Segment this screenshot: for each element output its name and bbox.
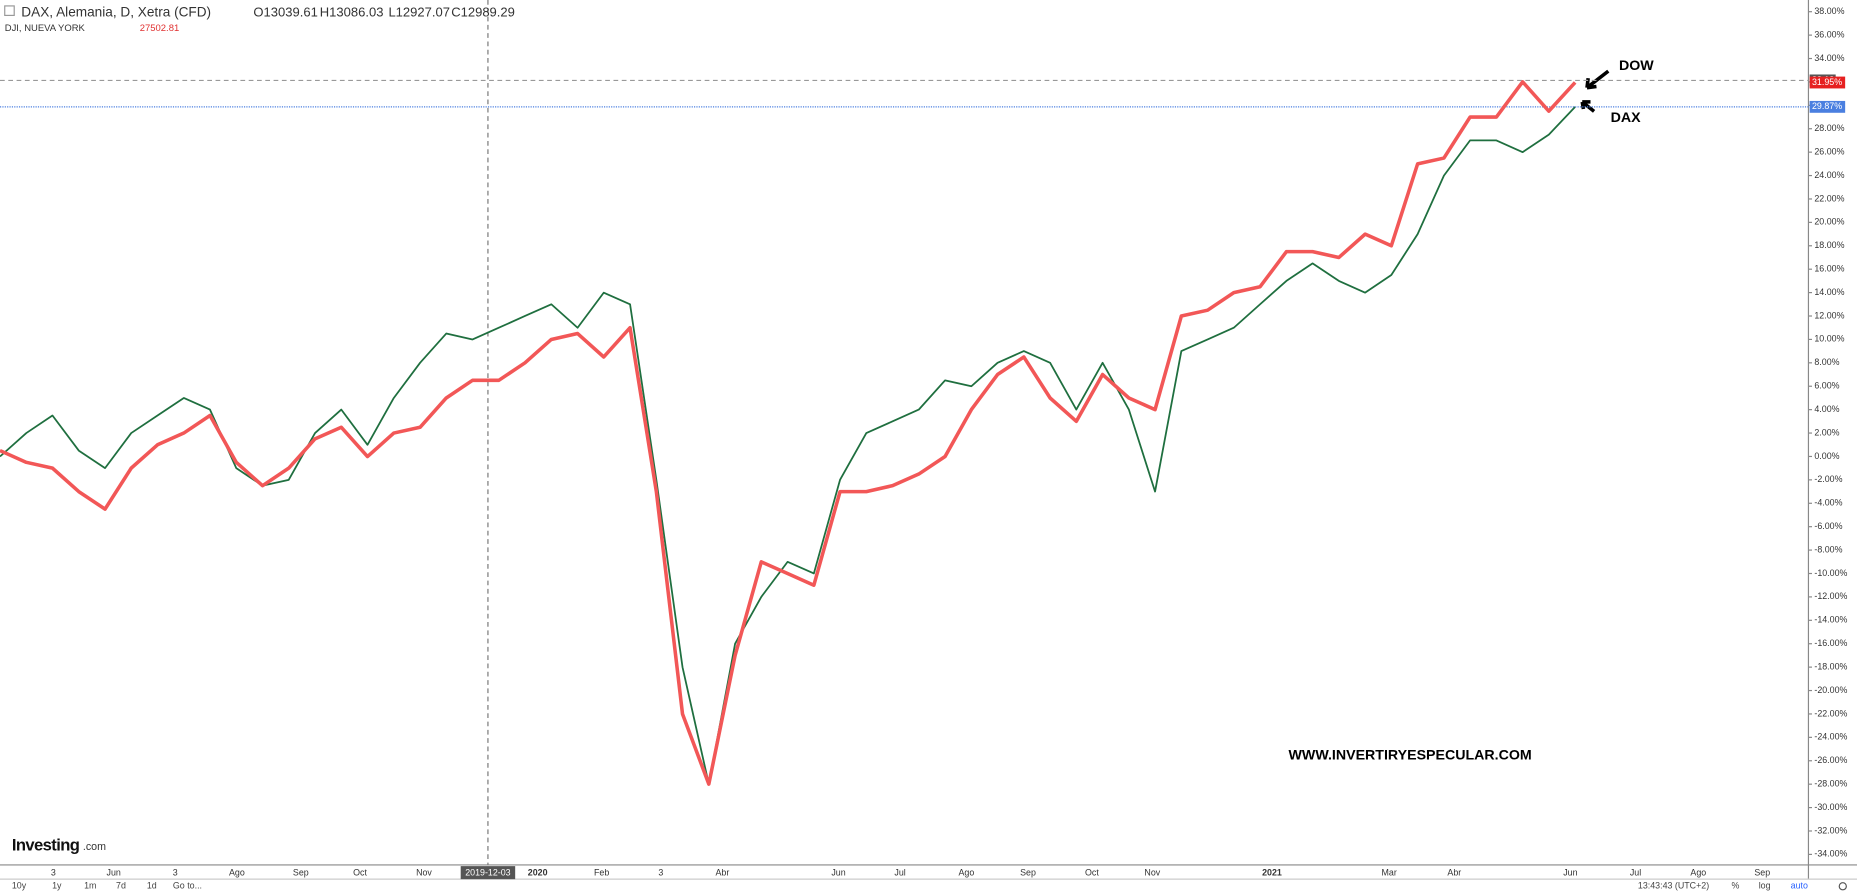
brand-suffix: .com — [83, 841, 106, 853]
header-low: L12927.07 — [388, 4, 450, 19]
x-tick-label: Abr — [1447, 868, 1461, 878]
crosshair-date-box — [460, 866, 516, 880]
x-tick-label: Sep — [1754, 868, 1770, 878]
goto-button[interactable]: Go to... — [173, 881, 202, 891]
settings-icon[interactable] — [1838, 882, 1847, 891]
y-tick-label: 38.00% — [1814, 6, 1844, 16]
x-tick-label: 3 — [173, 868, 178, 878]
x-tick-label: Mar — [1382, 868, 1397, 878]
clock: 13:43:43 (UTC+2) — [1638, 881, 1709, 891]
y-tick-label: -26.00% — [1814, 755, 1847, 765]
y-tick-label: -32.00% — [1814, 825, 1847, 835]
x-tick-label: 3 — [658, 868, 663, 878]
x-tick-label: Sep — [1020, 868, 1036, 878]
scale-option[interactable]: auto — [1791, 881, 1808, 891]
y-tick-label: -28.00% — [1814, 779, 1847, 789]
scale-option[interactable]: log — [1759, 881, 1771, 891]
x-tick-label: 3 — [51, 868, 56, 878]
y-tick-label: 14.00% — [1814, 287, 1844, 297]
header-open: O13039.61 — [253, 4, 317, 19]
x-tick-label: 2019-12-03 — [465, 868, 510, 878]
x-tick-label: Ago — [229, 868, 245, 878]
y-tick-label: 8.00% — [1814, 357, 1839, 367]
y-tick-label: 0.00% — [1814, 451, 1839, 461]
header-high: H13086.03 — [320, 4, 384, 19]
header-title: DAX, Alemania, D, Xetra (CFD) — [21, 5, 211, 20]
y-tick-label: 22.00% — [1814, 193, 1844, 203]
dow-arrow — [1585, 69, 1610, 90]
y-tick-label: 20.00% — [1814, 217, 1844, 227]
y-tick-label: -4.00% — [1814, 498, 1842, 508]
range-button[interactable]: 7d — [116, 881, 126, 891]
y-tick-label: -24.00% — [1814, 732, 1847, 742]
dow-label: DOW — [1619, 58, 1654, 74]
y-tick-label: 36.00% — [1814, 29, 1844, 39]
y-tick-label: 12.00% — [1814, 310, 1844, 320]
last-price-box — [1809, 100, 1846, 113]
y-tick-label: 10.00% — [1814, 334, 1844, 344]
x-tick-label: Jun — [107, 868, 121, 878]
last-price-label: 29.87% — [1812, 101, 1842, 111]
x-tick-label: Feb — [594, 868, 609, 878]
x-tick-label: Ago — [959, 868, 975, 878]
x-tick-label: 2021 — [1262, 868, 1282, 878]
x-tick-label: Sep — [293, 868, 309, 878]
x-tick-label: 2020 — [528, 868, 548, 878]
range-button[interactable]: 1y — [52, 881, 62, 891]
range-button[interactable]: 1d — [147, 881, 157, 891]
scale-option[interactable]: % — [1731, 881, 1739, 891]
y-tick-label: -8.00% — [1814, 544, 1842, 554]
brand: Investing — [12, 835, 80, 854]
x-tick-label: Oct — [1085, 868, 1099, 878]
y-tick-label: -18.00% — [1814, 661, 1847, 671]
x-tick-label: Oct — [353, 868, 367, 878]
dax-label: DAX — [1611, 110, 1642, 126]
y-tick-label: -22.00% — [1814, 708, 1847, 718]
x-tick-label: Abr — [716, 868, 730, 878]
y-tick-label: -12.00% — [1814, 591, 1847, 601]
range-button[interactable]: 10y — [12, 881, 27, 891]
y-tick-label: 6.00% — [1814, 381, 1839, 391]
last-price-label: 31.95% — [1812, 77, 1842, 87]
y-tick-label: 16.00% — [1814, 264, 1844, 274]
y-tick-label: -10.00% — [1814, 568, 1847, 578]
last-price-box — [1809, 76, 1846, 89]
x-tick-label: Nov — [416, 868, 432, 878]
x-tick-label: Jul — [1630, 868, 1641, 878]
x-tick-label: Nov — [1144, 868, 1160, 878]
header-close: C12989.29 — [451, 4, 515, 19]
collapse-icon[interactable] — [4, 5, 15, 16]
y-tick-label: 18.00% — [1814, 240, 1844, 250]
x-tick-label: Jun — [831, 868, 845, 878]
y-tick-label: 4.00% — [1814, 404, 1839, 414]
watermark: WWW.INVERTIRYESPECULAR.COM — [1289, 748, 1532, 764]
x-tick-label: Jul — [894, 868, 905, 878]
series-line — [0, 80, 1577, 786]
y-tick-label: -30.00% — [1814, 802, 1847, 812]
y-tick-label: 26.00% — [1814, 146, 1844, 156]
y-tick-label: -20.00% — [1814, 685, 1847, 695]
second-symbol: DJI, NUEVA YORK — [5, 23, 86, 34]
second-price: 27502.81 — [140, 23, 179, 34]
y-tick-label: -34.00% — [1814, 849, 1847, 859]
y-tick-label: 34.00% — [1814, 53, 1844, 63]
y-tick-label: -6.00% — [1814, 521, 1842, 531]
y-tick-label: 28.00% — [1814, 123, 1844, 133]
range-button[interactable]: 1m — [84, 881, 96, 891]
y-tick-label: 24.00% — [1814, 170, 1844, 180]
y-tick-label: -16.00% — [1814, 638, 1847, 648]
x-tick-label: Ago — [1690, 868, 1706, 878]
y-tick-label: -14.00% — [1814, 615, 1847, 625]
y-tick-label: -2.00% — [1814, 474, 1842, 484]
x-tick-label: Jun — [1563, 868, 1577, 878]
y-tick-label: 2.00% — [1814, 427, 1839, 437]
